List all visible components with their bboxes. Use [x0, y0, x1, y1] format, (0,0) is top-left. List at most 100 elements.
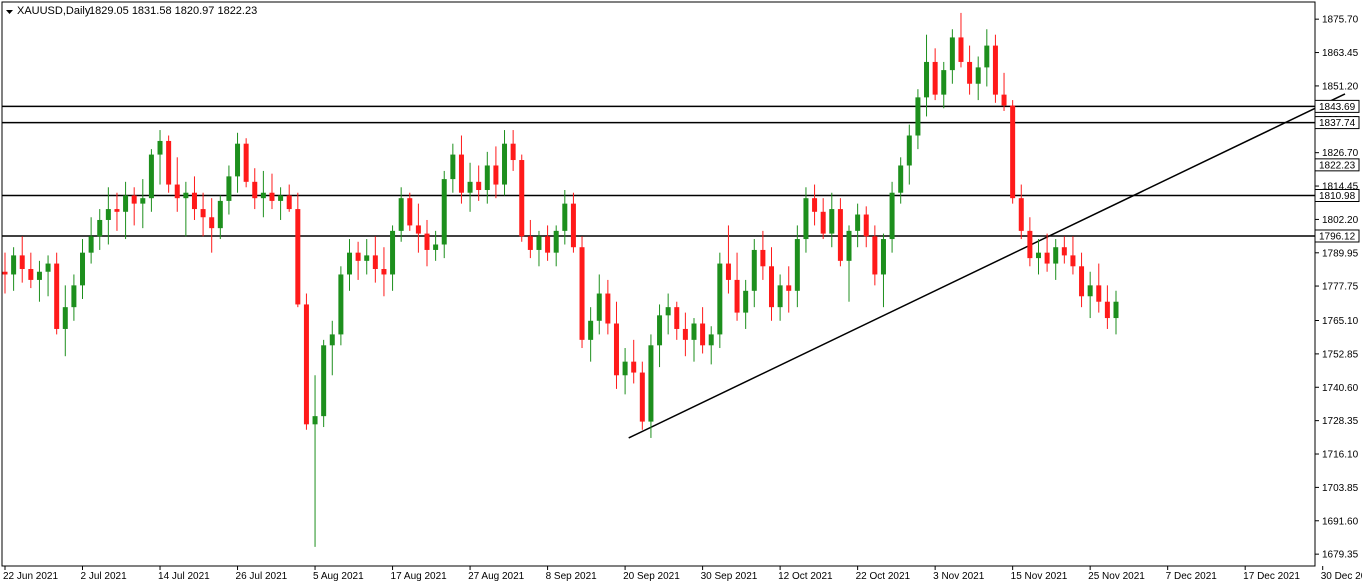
candle: [329, 320, 335, 376]
x-tick-label: 17 Dec 2021: [1243, 571, 1300, 582]
candle: [872, 225, 878, 286]
trendline[interactable]: [628, 93, 1346, 439]
x-tick-label: 22 Oct 2021: [856, 571, 911, 582]
candle: [510, 130, 516, 171]
candle-body: [665, 307, 671, 316]
candle-body: [200, 209, 206, 218]
y-tick-label: 1802.20: [1322, 215, 1359, 226]
candle-body: [415, 225, 421, 234]
candle: [458, 135, 464, 204]
candle-body: [1018, 198, 1024, 231]
candle-body: [1027, 230, 1033, 259]
candle-body: [269, 192, 275, 201]
y-tick-label: 1679.35: [1322, 550, 1359, 561]
chart-header: XAUUSD,Daily 1829.05 1831.58 1820.97 182…: [6, 5, 257, 17]
candle: [295, 192, 301, 308]
candle-body: [183, 192, 189, 199]
x-tick-label: 22 Jun 2021: [3, 571, 58, 582]
candle-body: [484, 165, 490, 190]
candle-body: [1001, 94, 1007, 106]
y-tick-label: 1789.95: [1322, 248, 1359, 259]
candle: [200, 192, 206, 237]
candle: [381, 247, 387, 297]
candle: [1113, 290, 1119, 335]
candle-body: [820, 211, 826, 234]
candle-body: [1096, 285, 1102, 302]
level-price-label: 1837.74: [1319, 118, 1356, 129]
candle: [407, 192, 413, 231]
y-tick-label: 1740.60: [1322, 383, 1359, 394]
candle-body: [338, 274, 344, 335]
candle-body: [605, 293, 611, 324]
candle-body: [36, 271, 42, 280]
candle-body: [906, 135, 912, 166]
candle: [45, 255, 51, 297]
candle: [708, 326, 714, 365]
candle-body: [105, 209, 111, 220]
candle: [19, 236, 25, 283]
current-price-box: [1314, 158, 1360, 172]
candle-body: [803, 198, 809, 240]
candle: [338, 266, 344, 346]
trendline-layer: [628, 93, 1346, 439]
chevron-down-icon[interactable]: [6, 10, 13, 14]
candle-body: [536, 236, 542, 250]
candle: [1035, 239, 1041, 275]
candle-body: [217, 200, 223, 229]
candle: [476, 165, 482, 201]
candle-body: [286, 195, 292, 210]
candle: [657, 304, 663, 368]
candle: [622, 348, 628, 395]
candle-body: [54, 263, 60, 329]
candle-body: [984, 45, 990, 68]
candle-body: [708, 334, 714, 346]
candle-body: [355, 252, 361, 261]
candle-body: [812, 198, 818, 212]
candle-body: [872, 236, 878, 275]
x-axis: 22 Jun 2021 2 Jul 2021 14 Jul 2021 26 Jul 2…: [3, 566, 1362, 582]
candle-body: [855, 214, 861, 231]
candle-body: [958, 37, 964, 62]
candle-body: [975, 67, 981, 84]
candle: [157, 130, 163, 185]
candle: [613, 301, 619, 389]
candle-body: [648, 345, 654, 422]
candle-body: [278, 195, 284, 201]
candle: [820, 198, 826, 240]
candle: [1010, 100, 1016, 204]
candle: [467, 162, 473, 212]
candle-body: [717, 263, 723, 335]
candle: [631, 339, 637, 384]
candle: [71, 274, 77, 321]
candle: [166, 135, 172, 193]
level-price-box: [1314, 229, 1360, 243]
candle: [570, 192, 576, 253]
candle: [62, 285, 68, 357]
candle-body: [1010, 105, 1016, 199]
candle: [1061, 236, 1067, 264]
current-price-label: 1822.23: [1319, 160, 1356, 171]
y-tick-label: 1851.20: [1322, 81, 1359, 92]
x-tick-label: 17 Aug 2021: [391, 571, 448, 582]
x-tick-label: 26 Jul 2021: [236, 571, 288, 582]
candle-body: [235, 143, 241, 177]
candle: [880, 233, 886, 308]
candle-body: [924, 61, 930, 98]
candle: [114, 192, 120, 231]
candle-body: [252, 181, 258, 199]
candle: [502, 130, 508, 196]
candle: [450, 143, 456, 193]
candle: [889, 181, 895, 253]
x-tick-label: 14 Jul 2021: [158, 571, 210, 582]
candle-body: [734, 279, 740, 313]
candle: [579, 236, 585, 349]
candle-body: [476, 181, 482, 190]
candle-body: [303, 304, 309, 425]
candle: [372, 236, 378, 283]
candle-body: [467, 181, 473, 193]
candle-body: [1087, 285, 1093, 297]
candle: [433, 230, 439, 261]
candle-body: [88, 236, 94, 253]
price-labels: 1843.69 1837.74 1810.98 1796.12 1822.23: [1314, 99, 1360, 243]
